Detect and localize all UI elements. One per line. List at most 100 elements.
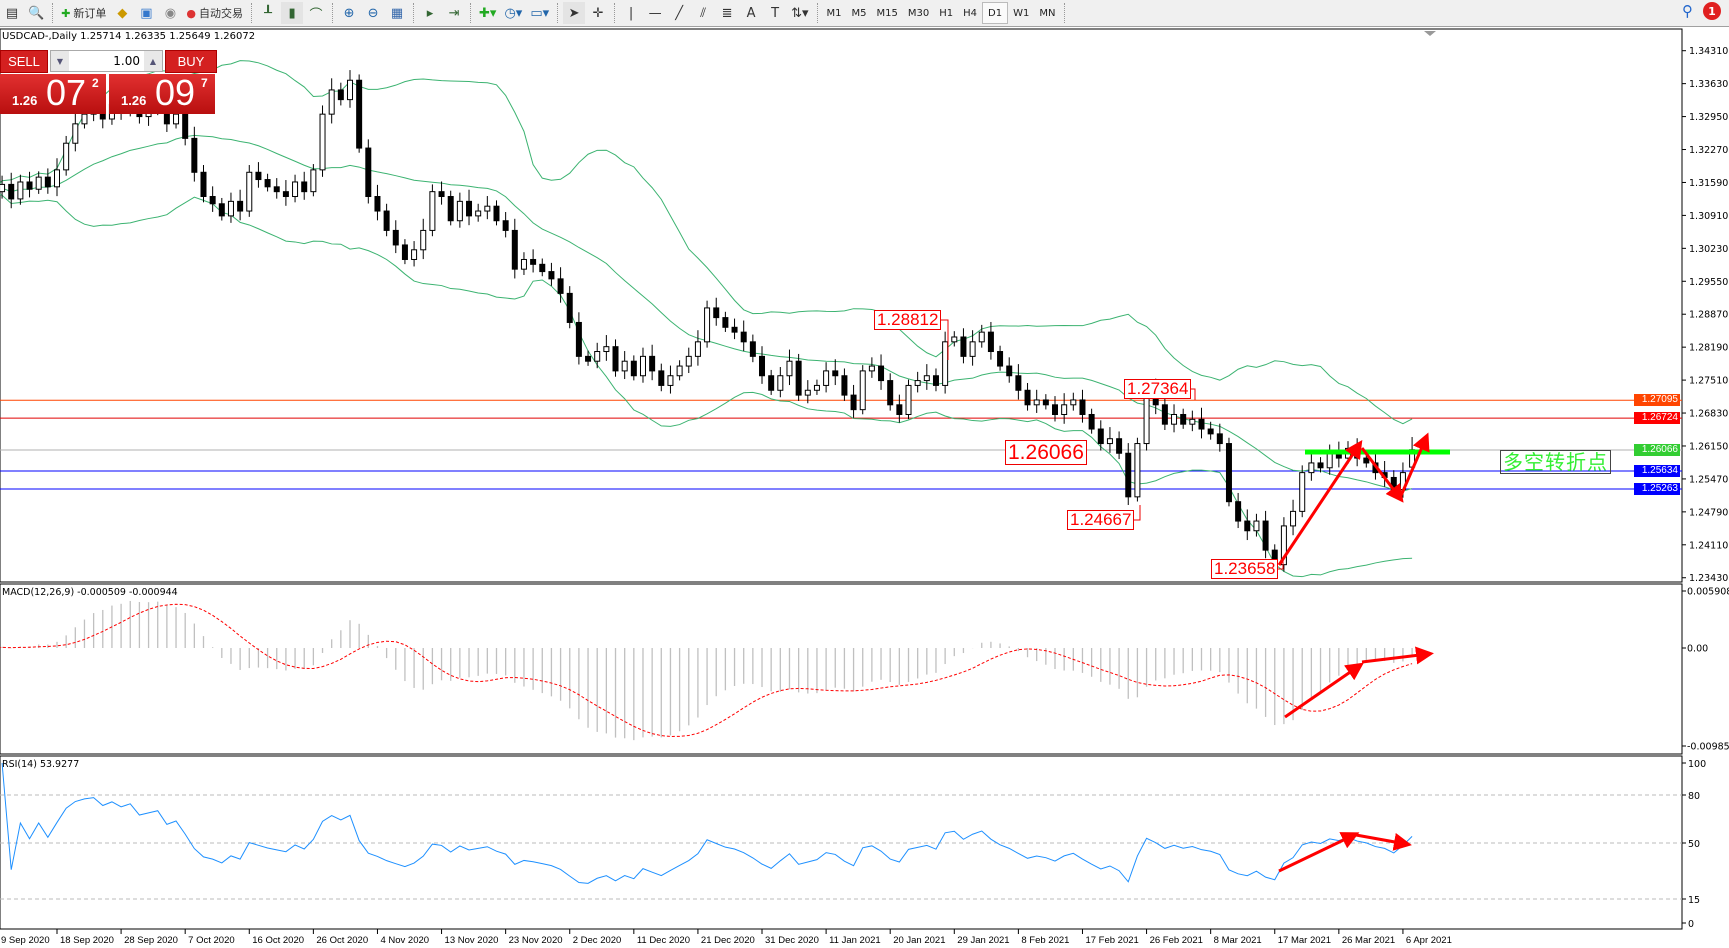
price-tick-label: 1.27510 <box>1689 376 1728 387</box>
price-annotation[interactable]: 1.28812 <box>874 310 942 330</box>
periods-icon[interactable]: ◷▾ <box>504 5 523 21</box>
notification-badge[interactable]: 1 <box>1703 2 1721 20</box>
text-label-icon[interactable]: T <box>771 5 780 21</box>
bullish-candle <box>72 123 79 144</box>
price-tick-label: 1.24110 <box>1689 540 1728 551</box>
buy-button[interactable]: BUY <box>165 50 217 73</box>
bearish-candle <box>502 220 509 231</box>
price-annotation[interactable]: 1.23658 <box>1211 559 1279 579</box>
price-tick-label: 1.23430 <box>1689 573 1728 584</box>
price-annotation[interactable]: 1.27364 <box>1124 379 1192 399</box>
timeframe-w1[interactable]: W1 <box>1013 7 1030 19</box>
zoom-out-icon[interactable]: ⊖ <box>367 5 379 21</box>
lot-size-input[interactable]: ▼ 1.00 ▲ <box>50 50 163 72</box>
trendline-icon[interactable]: ╱ <box>675 5 684 21</box>
navigator-icon[interactable]: ▣ <box>140 5 153 21</box>
horizontal-line-icon[interactable]: — <box>648 5 662 21</box>
sell-price-fraction: 2 <box>92 76 99 90</box>
auto-scroll-icon[interactable]: ▸ <box>426 5 434 21</box>
annotation-leader-line <box>940 319 949 360</box>
turning-point-label[interactable]: 多空转折点 <box>1500 450 1611 474</box>
trend-arrow <box>1360 447 1404 503</box>
line-chart-icon[interactable]: ⌒ <box>309 7 323 23</box>
bearish-candle <box>759 355 766 377</box>
price-tick-label: 1.26150 <box>1689 441 1728 452</box>
timeframe-mn[interactable]: MN <box>1039 7 1056 19</box>
date-label: 13 Nov 2020 <box>445 935 499 946</box>
buy-price[interactable]: 1.26 09 7 <box>109 72 215 114</box>
lot-increase-icon[interactable]: ▲ <box>144 51 162 71</box>
signals-icon[interactable]: ◉ <box>164 5 177 21</box>
bullish-candle <box>484 205 491 212</box>
bearish-candle <box>1207 428 1214 435</box>
bearish-candle <box>1024 389 1031 406</box>
search-icon[interactable]: ⚲ <box>1682 2 1693 20</box>
bullish-candle <box>942 341 949 386</box>
date-label: 17 Feb 2021 <box>1085 935 1138 946</box>
bearish-candle <box>493 205 500 222</box>
price-tick-label: 1.24790 <box>1689 507 1728 518</box>
price-annotation[interactable]: 1.26066 <box>1005 440 1087 465</box>
bearish-candle <box>466 200 473 217</box>
lot-decrease-icon[interactable]: ▼ <box>51 51 69 71</box>
arrows-icon[interactable]: ⇅▾ <box>791 5 809 21</box>
bearish-candle <box>548 271 555 280</box>
zoom-in-icon[interactable]: ⊕ <box>343 5 355 21</box>
vertical-line-icon[interactable]: | <box>628 5 634 21</box>
timeframe-d1[interactable]: D1 <box>982 2 1009 24</box>
candlestick-chart-icon[interactable]: ▮ <box>281 2 304 24</box>
sell-button[interactable]: SELL <box>0 50 48 73</box>
tile-windows-icon[interactable]: ▦ <box>390 5 404 21</box>
annotation-leader-line <box>1277 558 1284 570</box>
sell-price[interactable]: 1.26 07 2 <box>0 72 106 114</box>
timeframe-h1[interactable]: H1 <box>939 7 954 19</box>
timeframe-m15[interactable]: M15 <box>876 7 898 19</box>
bearish-candle <box>1161 404 1168 425</box>
level-label: 1.25634 <box>1634 464 1680 477</box>
text-icon[interactable]: A <box>746 5 756 21</box>
crosshair-icon[interactable]: ✛ <box>592 5 604 21</box>
bullish-candle <box>804 389 811 396</box>
bearish-candle <box>1225 443 1232 503</box>
auto-trading-label: 自动交易 <box>199 7 244 20</box>
bullish-candle <box>923 375 930 382</box>
chart-shift-icon[interactable]: ⇥ <box>448 5 460 21</box>
indicators-icon[interactable]: ✚▾ <box>479 5 497 21</box>
rsi-line <box>1 762 1413 884</box>
divider <box>470 3 472 23</box>
bullish-candle <box>969 341 976 357</box>
rsi-tick-label: 15 <box>1688 895 1700 906</box>
bullish-candle <box>35 176 42 190</box>
fibonacci-icon[interactable]: ≣ <box>721 5 733 21</box>
chart-shift-marker-icon <box>1424 31 1436 36</box>
cursor-icon[interactable]: ➤ <box>563 2 586 24</box>
new-order-button[interactable]: ✚ 新订单 <box>58 2 109 24</box>
timeframe-m1[interactable]: M1 <box>826 7 842 19</box>
zoom-window-icon[interactable]: 🔍 <box>28 5 45 21</box>
timeframe-h4[interactable]: H4 <box>963 7 978 19</box>
bearish-candle <box>932 375 939 386</box>
date-label: 7 Oct 2020 <box>188 935 234 946</box>
price-annotation[interactable]: 1.24667 <box>1067 510 1135 530</box>
rsi-tick-label: 100 <box>1688 759 1706 770</box>
templates-icon[interactable]: ▭▾ <box>530 5 550 21</box>
market-watch-icon[interactable]: ◆ <box>117 5 128 21</box>
auto-trading-button[interactable]: ● 自动交易 <box>183 2 246 24</box>
bullish-candle <box>694 341 701 357</box>
bearish-candle <box>530 258 537 265</box>
bullish-candle <box>1326 452 1333 469</box>
bullish-candle <box>823 370 830 386</box>
print-preview-icon[interactable]: ▤ <box>5 5 19 21</box>
lot-value[interactable]: 1.00 <box>113 54 140 68</box>
equidistant-channel-icon[interactable]: ⫽ <box>700 5 707 21</box>
bearish-candle <box>557 278 564 294</box>
bar-chart-icon[interactable]: ┸ <box>264 5 272 21</box>
divider <box>413 3 415 23</box>
timeframe-m5[interactable]: M5 <box>851 7 867 19</box>
bullish-candle <box>621 360 628 372</box>
bearish-candle <box>1317 462 1324 469</box>
bearish-candle <box>1042 399 1049 406</box>
timeframe-m30[interactable]: M30 <box>907 7 930 19</box>
price-tick-label: 1.28870 <box>1689 310 1728 321</box>
